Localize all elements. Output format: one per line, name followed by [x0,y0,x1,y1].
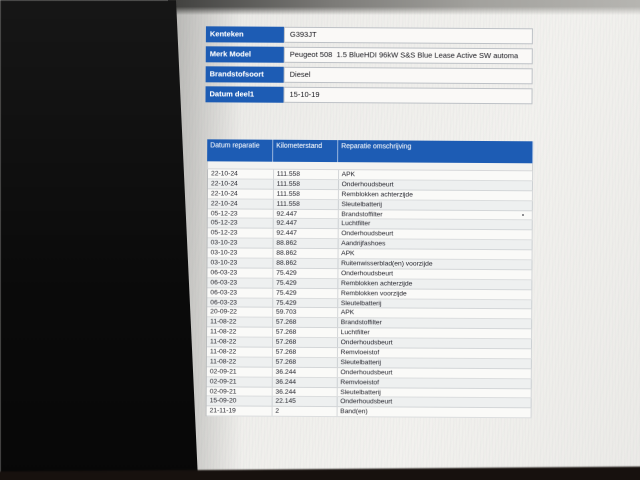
cell-reparatie-omschrijving[interactable]: APK [338,170,534,181]
cell-datum-reparatie[interactable]: 15-09-20 [206,396,273,407]
screen-speck [522,214,524,216]
cell-datum-reparatie[interactable]: 02-09-21 [206,367,273,377]
vehicle-info-row: Brandstofsoort Diesel [205,66,533,85]
cell-kilometerstand[interactable]: 2 [272,407,338,417]
cell-reparatie-omschrijving[interactable]: Onderhoudsbeurt [337,338,533,349]
vehicle-info-row: Kenteken G393JT [205,26,533,45]
vehicle-info-value[interactable]: G393JT [283,26,533,45]
cell-kilometerstand[interactable]: 57.268 [272,337,338,348]
cell-datum-reparatie[interactable]: 05-12-23 [207,208,274,219]
cell-datum-reparatie[interactable]: 20-09-22 [207,307,274,318]
cell-datum-reparatie[interactable]: 11-08-22 [207,317,273,327]
cell-datum-reparatie[interactable]: 22-10-24 [207,189,274,199]
cell-kilometerstand[interactable]: 57.268 [272,327,338,338]
cell-kilometerstand[interactable]: 111.558 [273,199,339,209]
table-row[interactable]: 21-11-19 2 Band(en) [206,406,532,419]
cell-reparatie-omschrijving[interactable]: Remvloeistof [337,348,532,359]
cell-reparatie-omschrijving[interactable]: Remblokken voorzijde [337,288,533,299]
cell-kilometerstand[interactable]: 92.447 [273,219,339,229]
cell-reparatie-omschrijving[interactable]: Sleutelbatterij [338,199,533,210]
cell-datum-reparatie[interactable]: 21-11-19 [206,406,273,416]
cell-kilometerstand[interactable]: 75.429 [273,298,338,308]
cell-kilometerstand[interactable]: 111.558 [273,179,339,189]
photo-top-shade [168,0,640,15]
vehicle-info-label: Datum deel1 [205,86,284,103]
cell-datum-reparatie[interactable]: 06-03-23 [207,268,274,278]
cell-reparatie-omschrijving[interactable]: Sleutelbatterij [337,387,532,398]
cell-datum-reparatie[interactable]: 11-08-22 [206,357,273,367]
cell-datum-reparatie[interactable]: 22-10-24 [207,198,274,209]
cell-kilometerstand[interactable]: 22.145 [272,397,338,407]
cell-kilometerstand[interactable]: 57.268 [272,357,338,367]
photo-dark-edge-left [0,0,198,480]
vehicle-info-label: Merk Model [205,46,284,63]
vehicle-info-table: Kenteken G393JT Merk Model Peugeot 508 1… [205,26,533,108]
repair-history-table: Datum reparatie Kilometerstand Reparatie… [205,139,534,419]
cell-kilometerstand[interactable]: 88.862 [273,238,339,249]
cell-reparatie-omschrijving[interactable]: Onderhoudsbeurt [338,229,533,240]
cell-kilometerstand[interactable]: 75.429 [273,278,339,288]
cell-reparatie-omschrijving[interactable]: Luchtfilter [337,328,533,339]
cell-kilometerstand[interactable]: 36.244 [272,367,338,377]
cell-kilometerstand[interactable]: 111.558 [273,189,339,199]
repair-table-body: 22-10-24 111.558 APK 22-10-24 111.558 On… [205,169,534,419]
vehicle-info-value[interactable]: 15-10-19 [283,86,533,105]
cell-reparatie-omschrijving[interactable]: Luchtfilter [338,219,533,230]
cell-kilometerstand[interactable]: 92.447 [273,209,339,219]
cell-datum-reparatie[interactable]: 02-09-21 [206,377,273,387]
cell-datum-reparatie[interactable]: 22-10-24 [208,169,274,179]
cell-reparatie-omschrijving[interactable]: Onderhoudsbeurt [337,397,532,408]
cell-kilometerstand[interactable]: 36.244 [272,377,338,387]
cell-reparatie-omschrijving[interactable]: APK [338,249,533,260]
cell-datum-reparatie[interactable]: 22-10-24 [207,179,274,189]
cell-reparatie-omschrijving[interactable]: Remvloeistof [337,377,532,388]
cell-kilometerstand[interactable]: 88.862 [273,258,339,269]
cell-datum-reparatie[interactable]: 11-08-22 [206,337,273,347]
cell-reparatie-omschrijving[interactable]: Onderhoudsbeurt [338,269,533,280]
cell-datum-reparatie[interactable]: 05-12-23 [207,228,274,238]
cell-datum-reparatie[interactable]: 05-12-23 [207,218,274,229]
cell-reparatie-omschrijving[interactable]: Onderhoudsbeurt [338,180,533,191]
cell-reparatie-omschrijving[interactable]: Sleutelbatterij [337,358,532,369]
cell-datum-reparatie[interactable]: 03-10-23 [207,258,274,268]
cell-datum-reparatie[interactable]: 02-09-21 [206,386,273,397]
cell-reparatie-omschrijving[interactable]: Brandstoffilter [338,209,533,220]
vehicle-info-value[interactable]: Peugeot 508 1.5 BlueHDI 96kW S&S Blue Le… [283,46,533,65]
cell-kilometerstand[interactable]: 92.447 [273,229,339,239]
cell-reparatie-omschrijving[interactable]: Onderhoudsbeurt [337,367,532,379]
vehicle-info-row: Datum deel1 15-10-19 [205,86,533,105]
cell-reparatie-omschrijving[interactable]: Sleutelbatterij [337,298,533,309]
cell-reparatie-omschrijving[interactable]: Aandrijfashoes [338,239,533,250]
cell-reparatie-omschrijving[interactable]: Band(en) [337,407,532,418]
cell-reparatie-omschrijving[interactable]: Ruitenwisserblad(en) voorzijde [338,259,533,270]
cell-reparatie-omschrijving[interactable]: Brandstoffilter [337,318,533,329]
cell-kilometerstand[interactable]: 75.429 [273,268,339,278]
cell-kilometerstand[interactable]: 88.862 [273,248,339,259]
cell-kilometerstand[interactable]: 36.244 [272,387,338,397]
cell-reparatie-omschrijving[interactable]: APK [337,308,533,319]
vehicle-info-label: Kenteken [205,26,284,43]
cell-datum-reparatie[interactable]: 11-08-22 [206,347,273,357]
cell-datum-reparatie[interactable]: 06-03-23 [207,297,274,308]
cell-datum-reparatie[interactable]: 03-10-23 [207,238,274,248]
vehicle-info-row: Merk Model Peugeot 508 1.5 BlueHDI 96kW … [205,46,533,65]
vehicle-info-label: Brandstofsoort [205,66,284,83]
cell-datum-reparatie[interactable]: 06-03-23 [207,278,274,288]
cell-datum-reparatie[interactable]: 03-10-23 [207,248,274,258]
cell-kilometerstand[interactable]: 57.268 [272,347,338,358]
cell-reparatie-omschrijving[interactable]: Remblokken achterzijde [337,278,533,289]
cell-kilometerstand[interactable]: 75.429 [273,288,338,298]
vehicle-info-value[interactable]: Diesel [283,66,533,85]
cell-kilometerstand[interactable]: 111.558 [273,169,339,180]
column-header-reparatie-omschrijving: Reparatie omschrijving [338,140,534,164]
cell-kilometerstand[interactable]: 57.268 [272,318,338,328]
cell-kilometerstand[interactable]: 59.703 [272,308,338,318]
cell-datum-reparatie[interactable]: 11-08-22 [207,327,273,337]
column-header-kilometerstand: Kilometerstand [273,139,339,163]
cell-datum-reparatie[interactable]: 06-03-23 [207,288,274,298]
cell-reparatie-omschrijving[interactable]: Remblokken achterzijde [338,189,533,200]
column-header-datum-reparatie: Datum reparatie [207,139,274,162]
repair-table-header: Datum reparatie Kilometerstand Reparatie… [207,139,534,164]
